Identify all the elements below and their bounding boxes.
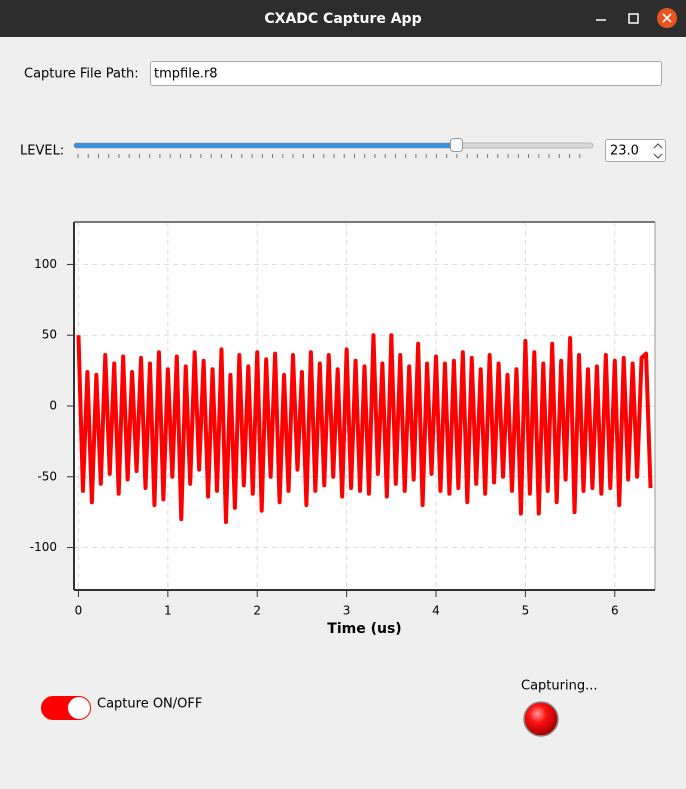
- level-label: LEVEL:: [20, 144, 64, 159]
- file-path-value: tmpfile.r8: [154, 67, 218, 82]
- level-value: 23.0: [610, 144, 639, 159]
- y-tick-label: -50: [37, 469, 57, 483]
- x-tick-label: 2: [253, 604, 261, 618]
- signal-line: [76, 333, 653, 525]
- toggle-label: Capture ON/OFF: [97, 697, 202, 712]
- y-tick-label: 100: [34, 257, 57, 271]
- slider-handle[interactable]: [450, 138, 463, 152]
- y-tick-label: 50: [42, 328, 57, 342]
- slider-ticks: [77, 154, 581, 158]
- capture-toggle[interactable]: [41, 696, 91, 720]
- spin-arrows[interactable]: [653, 143, 663, 159]
- file-path-label: Capture File Path:: [24, 67, 139, 82]
- window-title: CXADC Capture App: [264, 11, 421, 27]
- title-bar: [0, 0, 686, 37]
- x-tick-label: 6: [611, 604, 619, 618]
- slider-fill: [74, 143, 457, 148]
- x-tick-label: 3: [343, 604, 351, 618]
- y-tick-label: 0: [49, 399, 57, 413]
- file-path-input[interactable]: [150, 61, 662, 86]
- maximize-button[interactable]: [628, 13, 639, 24]
- x-tick-label: 0: [75, 604, 83, 618]
- x-tick-label: 4: [432, 604, 440, 618]
- chart: -100 -50 0 50 100 0 1 2 3 4 5 6 Time (us): [30, 221, 656, 637]
- status-label: Capturing...: [521, 679, 597, 694]
- close-button[interactable]: [657, 8, 677, 28]
- x-tick-label: 1: [164, 604, 172, 618]
- y-tick-label: -100: [30, 540, 57, 554]
- status-led: [523, 701, 559, 737]
- level-spinbox[interactable]: [605, 139, 666, 162]
- x-tick-label: 5: [522, 604, 530, 618]
- x-axis-label: Time (us): [327, 621, 401, 637]
